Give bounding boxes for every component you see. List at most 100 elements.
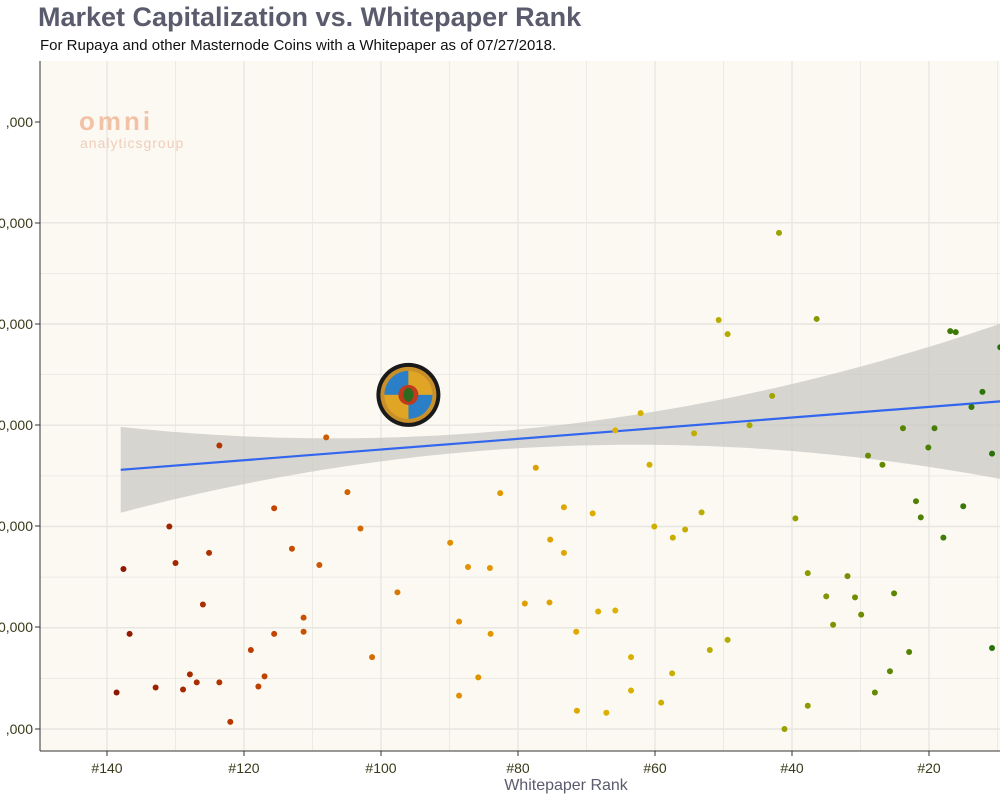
data-point	[637, 410, 644, 417]
data-point	[573, 707, 580, 714]
data-point	[899, 425, 906, 432]
data-point	[775, 229, 782, 236]
data-point	[456, 618, 463, 625]
y-tick-label: 0,000	[0, 619, 33, 635]
x-axis-label: Whitepaper Rank	[504, 777, 629, 794]
data-point	[989, 645, 996, 651]
data-point	[658, 699, 665, 706]
trend-line-path	[120, 400, 1000, 471]
x-tick-label: #20	[917, 760, 941, 776]
data-point	[989, 450, 996, 457]
data-point	[589, 510, 596, 517]
data-point	[300, 628, 307, 635]
data-point	[316, 561, 323, 568]
data-point	[724, 331, 731, 338]
data-point	[628, 687, 635, 694]
data-point	[746, 422, 753, 429]
data-point	[464, 564, 471, 570]
data-point	[547, 536, 554, 543]
y-tick-label: 0,000	[0, 518, 33, 534]
data-point	[227, 718, 234, 725]
data-point	[271, 630, 278, 637]
data-point	[628, 654, 635, 661]
data-point	[968, 404, 975, 411]
data-point	[844, 573, 851, 580]
data-point	[804, 702, 811, 709]
data-point	[947, 328, 954, 335]
grid-lines	[40, 61, 1000, 751]
y-tick-label: 0,000	[0, 417, 33, 433]
data-point	[152, 684, 159, 691]
data-point	[852, 594, 859, 601]
data-point	[521, 600, 528, 607]
data-point	[612, 427, 619, 434]
watermark-brand: omni	[79, 106, 153, 136]
data-point	[216, 442, 223, 449]
data-point	[532, 464, 539, 471]
data-point	[858, 611, 865, 618]
watermark-logo: omni analyticsgroup	[79, 106, 184, 151]
data-point	[487, 630, 494, 637]
data-point	[940, 534, 947, 541]
data-point	[952, 329, 959, 336]
x-axis-ticks: #140 #120 #100 #80 #60 #40 #20	[91, 751, 941, 776]
data-point	[271, 505, 278, 512]
x-tick-label: #40	[780, 760, 804, 776]
data-point	[603, 709, 610, 716]
data-point	[865, 452, 872, 459]
y-tick-label: 0,000	[0, 316, 33, 332]
data-points	[113, 229, 1000, 732]
data-point	[804, 570, 811, 577]
data-point	[769, 392, 776, 399]
data-point	[979, 388, 986, 395]
data-point	[891, 590, 898, 597]
data-point	[651, 523, 658, 530]
data-point	[871, 689, 878, 696]
data-point	[813, 315, 820, 322]
data-point	[886, 668, 893, 675]
confidence-band	[120, 323, 1000, 513]
x-tick-label: #100	[365, 760, 396, 776]
data-point	[573, 628, 580, 635]
y-axis-ticks: ,000 0,000 0,000 0,000 0,000 0,000 ,000	[0, 114, 40, 737]
watermark-tagline: analyticsgroup	[80, 135, 184, 151]
data-point	[906, 649, 913, 656]
data-point	[357, 525, 364, 532]
data-point	[166, 523, 173, 530]
data-point	[206, 549, 213, 556]
data-point	[300, 614, 307, 621]
data-point	[830, 621, 837, 628]
data-point	[724, 636, 731, 643]
data-point	[475, 674, 482, 681]
data-point	[255, 683, 262, 690]
data-point	[247, 647, 254, 654]
data-point	[369, 654, 376, 661]
data-point	[323, 434, 330, 441]
data-point	[456, 692, 463, 699]
x-tick-label: #120	[228, 760, 259, 776]
x-tick-label: #60	[643, 760, 667, 776]
data-point	[497, 490, 504, 497]
data-point	[560, 549, 567, 556]
data-point	[126, 630, 133, 637]
data-point	[261, 673, 268, 680]
x-tick-label: #140	[91, 760, 122, 776]
data-point	[186, 671, 193, 678]
data-point	[172, 559, 179, 566]
data-point	[113, 689, 120, 696]
data-point	[394, 589, 401, 596]
data-point	[781, 726, 788, 732]
data-point	[288, 545, 295, 552]
data-point	[931, 425, 938, 432]
chart-title: Market Capitalization vs. Whitepaper Ran…	[38, 2, 582, 32]
y-tick-label: ,000	[6, 114, 33, 130]
y-tick-label: ,000	[6, 721, 33, 737]
data-point	[715, 316, 722, 323]
data-point	[669, 670, 676, 677]
x-tick-label: #80	[506, 760, 530, 776]
data-point	[216, 679, 223, 686]
trend-line	[120, 400, 1000, 471]
data-point	[120, 566, 127, 573]
data-point	[682, 526, 689, 533]
